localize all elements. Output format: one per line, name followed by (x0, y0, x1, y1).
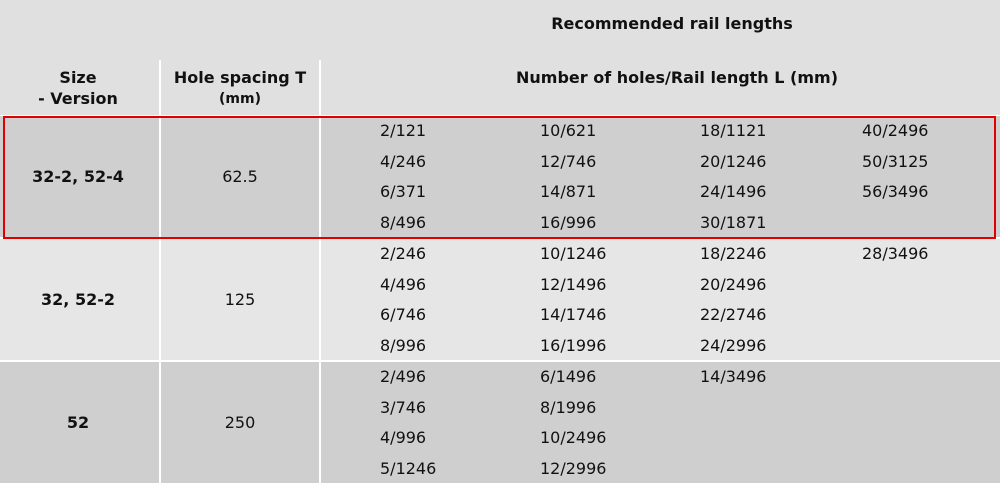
row-bg (0, 362, 1000, 483)
length-cell: 12/2996 (540, 459, 607, 479)
length-cell: 20/1246 (700, 151, 767, 171)
length-cell: 5/1246 (380, 459, 437, 479)
length-cell: 30/1871 (700, 213, 767, 233)
separator (159, 362, 161, 483)
separator (319, 116, 321, 237)
length-cell: 14/1746 (540, 305, 607, 325)
length-cell: 56/3496 (862, 182, 929, 202)
separator (319, 362, 321, 483)
length-cell: 18/1121 (700, 121, 767, 140)
length-cell: 50/3125 (862, 151, 929, 171)
length-cell: 18/2246 (700, 244, 767, 263)
header-bg (0, 0, 1000, 115)
separator (159, 239, 161, 360)
length-cell: 16/1996 (540, 336, 607, 356)
size-header: Size (59, 68, 97, 87)
length-cell: 3/746 (380, 397, 427, 417)
length-cell: 6/746 (380, 305, 427, 325)
size-cell: 32-2, 52-4 (32, 166, 124, 186)
length-cell: 14/3496 (700, 367, 767, 386)
separator (319, 60, 321, 115)
spacing-header: Hole spacing T (173, 68, 307, 87)
group-title: Recommended rail lengths (551, 14, 793, 33)
length-cell: 10/1246 (540, 244, 607, 263)
length-cell: 16/996 (540, 213, 597, 233)
length-cell: 20/2496 (700, 274, 767, 294)
spacing-header: (mm) (219, 91, 261, 107)
length-cell: 24/1496 (700, 182, 767, 202)
length-cell: 12/1496 (540, 274, 607, 294)
size-header: - Version (38, 89, 118, 108)
lengths-header: Number of holes/Rail length L (mm) (515, 68, 839, 87)
spacing-cell: 62.5 (222, 166, 258, 186)
size-cell: 52 (66, 412, 90, 432)
length-cell: 28/3496 (862, 244, 929, 263)
length-cell: 2/246 (380, 244, 427, 263)
length-cell: 8/996 (380, 336, 427, 356)
highlight-box (3, 116, 996, 239)
length-cell: 14/871 (540, 182, 597, 202)
length-cell: 8/496 (380, 213, 427, 233)
length-cell: 40/2496 (862, 121, 929, 140)
spacing-cell: 250 (224, 412, 256, 432)
length-cell: 2/496 (380, 367, 427, 386)
row-bg (0, 239, 1000, 360)
separator (319, 239, 321, 360)
length-cell: 10/2496 (540, 428, 607, 448)
separator (159, 60, 161, 115)
length-cell: 6/371 (380, 182, 427, 202)
length-cell: 6/1496 (540, 367, 597, 386)
length-cell: 12/746 (540, 151, 597, 171)
length-cell: 24/2996 (700, 336, 767, 356)
row-bg (0, 116, 1000, 237)
separator (159, 116, 161, 237)
length-cell: 8/1996 (540, 397, 597, 417)
length-cell: 2/121 (380, 121, 427, 140)
length-cell: 22/2746 (700, 305, 767, 325)
size-cell: 32, 52-2 (41, 289, 115, 309)
length-cell: 4/246 (380, 151, 427, 171)
length-cell: 4/496 (380, 274, 427, 294)
spacing-cell: 125 (224, 289, 256, 309)
length-cell: 4/996 (380, 428, 427, 448)
length-cell: 10/621 (540, 121, 597, 140)
